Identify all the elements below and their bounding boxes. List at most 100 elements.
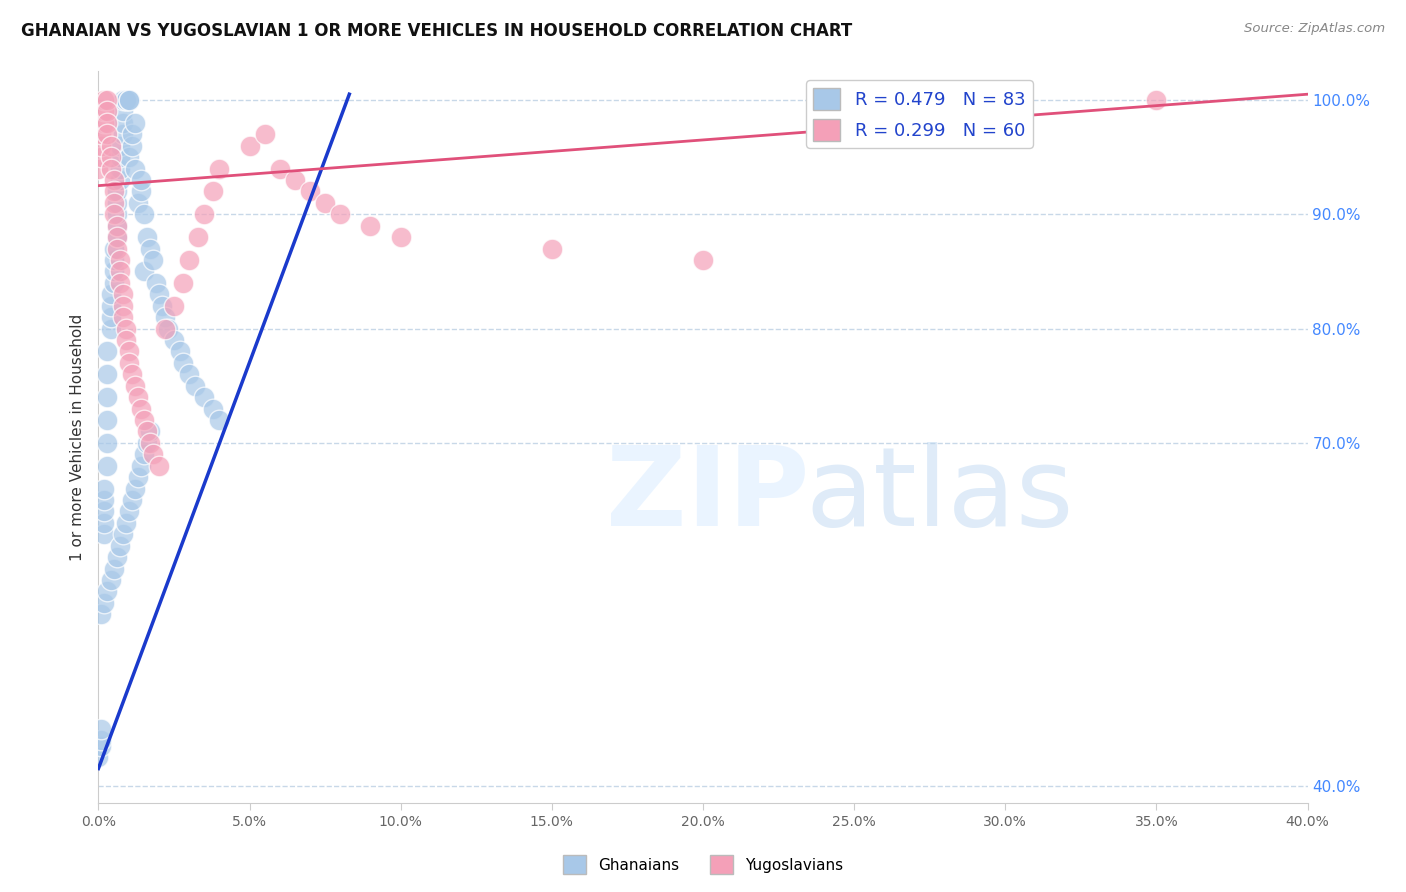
Point (90, 739, 112, 753)
Point (103, 276, 125, 290)
Point (111, 310, 134, 324)
Point (90, 150, 112, 164)
Point (314, 195, 336, 210)
Point (692, 252, 714, 267)
Point (172, 276, 194, 290)
Text: GHANAIAN VS YUGOSLAVIAN 1 OR MORE VEHICLES IN HOUSEHOLD CORRELATION CHART: GHANAIAN VS YUGOSLAVIAN 1 OR MORE VEHICL… (21, 22, 852, 40)
Point (202, 401, 225, 416)
Point (93, 492, 115, 507)
Point (132, 207, 155, 221)
Point (389, 230, 412, 244)
Point (253, 127, 276, 141)
Point (124, 116, 146, 130)
Point (108, 264, 131, 278)
Point (121, 492, 143, 507)
Point (153, 321, 176, 335)
Point (90, 127, 112, 141)
Point (103, 252, 125, 267)
Point (132, 447, 155, 461)
Point (111, 527, 134, 541)
Point (108, 173, 131, 187)
Point (202, 185, 225, 199)
Point (135, 230, 157, 244)
Point (96, 458, 118, 473)
Point (100, 138, 122, 153)
Point (132, 264, 155, 278)
Point (127, 390, 149, 404)
Point (132, 413, 155, 427)
Point (108, 161, 131, 176)
Point (105, 242, 128, 256)
Point (142, 447, 165, 461)
Point (93, 116, 115, 130)
Point (96, 390, 118, 404)
Point (108, 150, 131, 164)
Point (148, 287, 170, 301)
Legend: Ghanaians, Yugoslavians: Ghanaians, Yugoslavians (557, 849, 849, 880)
Point (127, 470, 149, 484)
Point (118, 93, 141, 107)
Point (114, 516, 136, 530)
Point (127, 195, 149, 210)
Point (150, 299, 173, 313)
Point (193, 207, 215, 221)
Point (145, 276, 167, 290)
Point (96, 368, 118, 382)
Point (93, 93, 115, 107)
Point (269, 161, 291, 176)
Point (284, 173, 307, 187)
Y-axis label: 1 or more Vehicles in Household: 1 or more Vehicles in Household (70, 313, 86, 561)
Point (96, 413, 118, 427)
Point (114, 321, 136, 335)
Point (93, 482, 115, 496)
Point (96, 584, 118, 599)
Point (179, 368, 201, 382)
Point (193, 390, 215, 404)
Point (121, 138, 143, 153)
Point (118, 93, 141, 107)
Point (103, 242, 125, 256)
Point (96, 435, 118, 450)
Point (105, 550, 128, 565)
Point (100, 161, 122, 176)
Point (90, 607, 112, 622)
Point (96, 93, 118, 107)
Point (114, 93, 136, 107)
Point (103, 195, 125, 210)
Point (118, 344, 141, 359)
Point (118, 150, 141, 164)
Point (100, 299, 122, 313)
Point (100, 321, 122, 335)
Point (129, 458, 152, 473)
Point (239, 138, 262, 153)
Point (135, 425, 157, 439)
Point (103, 185, 125, 199)
Point (142, 252, 165, 267)
Point (360, 219, 382, 233)
Point (148, 458, 170, 473)
Point (139, 242, 162, 256)
Point (105, 230, 128, 244)
Point (103, 207, 125, 221)
Point (105, 219, 128, 233)
Point (90, 733, 112, 747)
Point (111, 93, 134, 107)
Point (93, 527, 115, 541)
Point (121, 368, 143, 382)
Point (108, 539, 131, 553)
Point (108, 138, 131, 153)
Text: atlas: atlas (806, 442, 1074, 549)
Point (153, 310, 176, 324)
Point (329, 207, 352, 221)
Point (129, 185, 152, 199)
Point (124, 161, 146, 176)
Point (105, 207, 128, 221)
Point (118, 504, 141, 518)
Point (208, 413, 231, 427)
Point (100, 287, 122, 301)
Point (105, 230, 128, 244)
Point (105, 195, 128, 210)
Point (93, 504, 115, 518)
Point (111, 127, 134, 141)
Point (208, 161, 231, 176)
